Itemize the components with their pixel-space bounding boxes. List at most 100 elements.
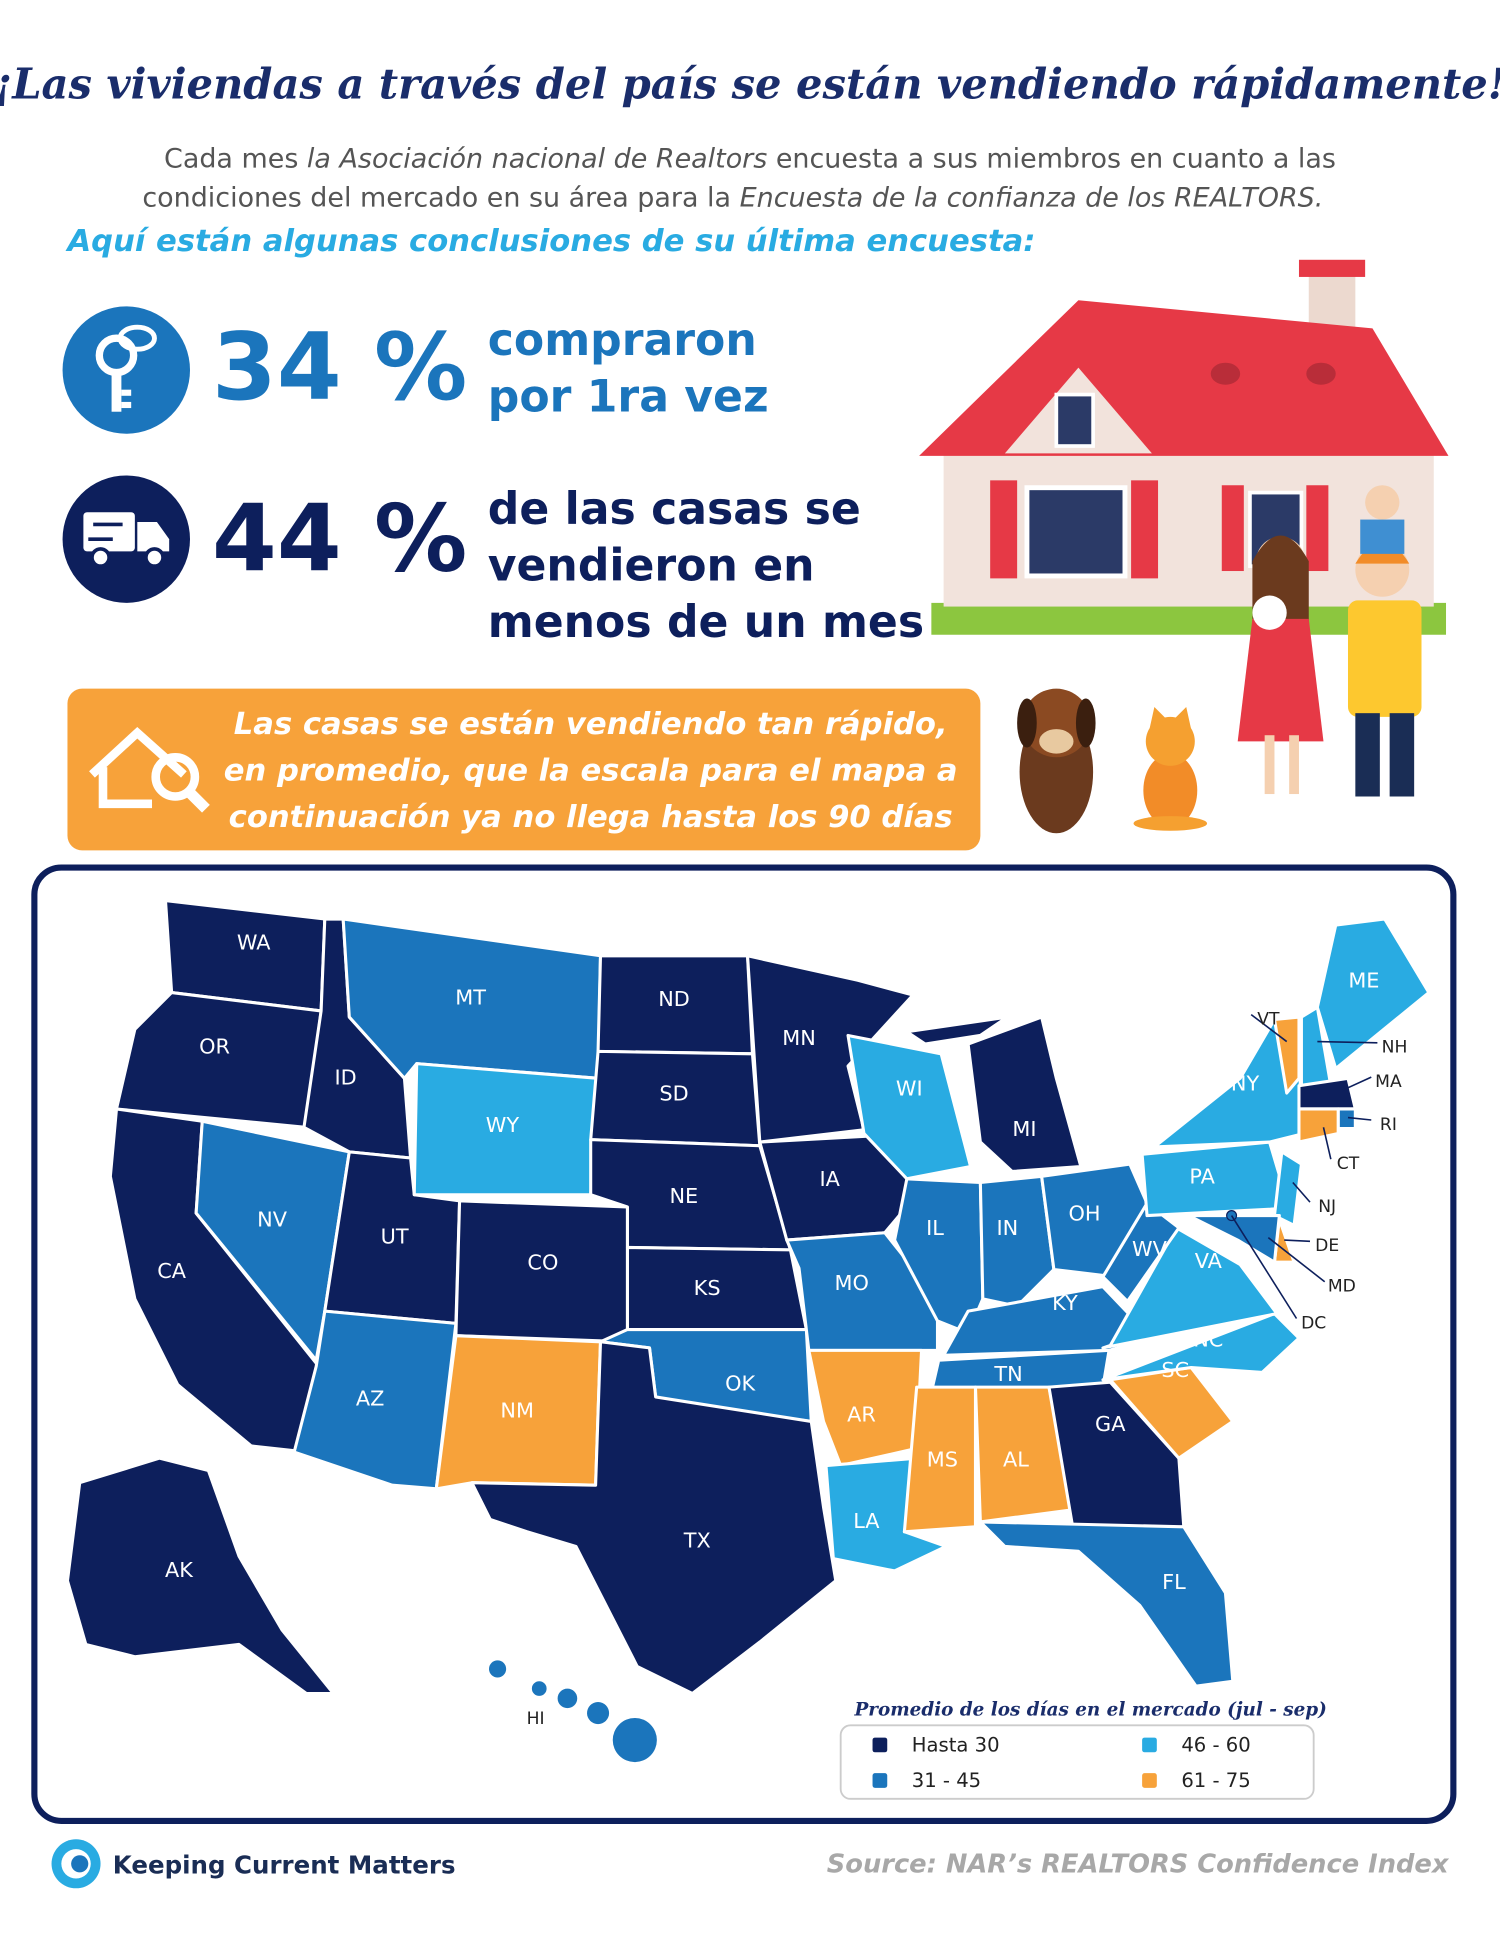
leader-line xyxy=(1347,1116,1372,1121)
state-label: OR xyxy=(199,1035,230,1059)
state xyxy=(942,1285,1154,1357)
state xyxy=(1297,1076,1357,1111)
state-label: DC xyxy=(1301,1313,1326,1333)
state-label: DE xyxy=(1315,1236,1339,1256)
state xyxy=(587,1702,610,1725)
state-label: NE xyxy=(669,1184,698,1208)
state xyxy=(1140,1140,1291,1218)
leader-line xyxy=(1292,1181,1311,1203)
intro-line: condiciones del mercado en su área para … xyxy=(142,182,1323,213)
legend-swatch xyxy=(1142,1737,1157,1753)
source: Source: NAR’s REALTORS Confidence Index xyxy=(827,1850,1450,1880)
state-label: NV xyxy=(257,1207,288,1231)
callout-line: en promedio, que la escala para el mapa … xyxy=(224,753,958,788)
state-label: VT xyxy=(1257,1010,1280,1030)
state-label: IN xyxy=(996,1216,1018,1240)
state-label: KY xyxy=(1052,1291,1078,1315)
state-label: WI xyxy=(896,1076,923,1100)
stat-text: por 1ra vez xyxy=(488,371,769,422)
state-label: IL xyxy=(926,1216,944,1240)
state-label: TN xyxy=(993,1362,1022,1386)
intro-line: Cada mes la Asociación nacional de Realt… xyxy=(164,143,1336,174)
legend-label: 31 - 45 xyxy=(912,1769,981,1792)
state xyxy=(470,1340,838,1696)
state-label: NM xyxy=(500,1399,534,1423)
leader-line xyxy=(1341,1076,1372,1092)
house-illustration xyxy=(919,259,1449,834)
callout-line: Las casas se están vendiendo tan rápido, xyxy=(234,707,948,742)
legend-label: 61 - 75 xyxy=(1181,1769,1250,1792)
logo xyxy=(51,1839,101,1889)
state-label: NY xyxy=(1231,1071,1260,1095)
legend-swatch xyxy=(872,1737,888,1753)
state xyxy=(978,1174,1056,1308)
legend-label: 46 - 60 xyxy=(1181,1734,1250,1757)
stat-text: compraron xyxy=(488,315,757,366)
state-label: AR xyxy=(847,1402,876,1426)
legend-swatch xyxy=(1142,1773,1157,1788)
leader-line xyxy=(1317,1040,1378,1044)
state xyxy=(114,991,323,1129)
leader-line xyxy=(1284,1239,1311,1243)
state xyxy=(1187,1214,1281,1264)
state-label: CO xyxy=(527,1250,558,1274)
legend-box xyxy=(839,1724,1315,1800)
state-label: MS xyxy=(927,1448,958,1472)
state-label: FL xyxy=(1162,1570,1186,1594)
state-label: PA xyxy=(1189,1165,1215,1189)
state-label: MO xyxy=(835,1271,869,1295)
stat-figure: 44 % xyxy=(212,485,467,593)
state xyxy=(65,1456,335,1696)
state xyxy=(557,1688,578,1709)
leader-line xyxy=(1267,1237,1326,1283)
state-label: NC xyxy=(1193,1328,1223,1352)
state-label: AK xyxy=(165,1558,194,1582)
state xyxy=(488,1660,507,1678)
brand: Keeping Current Matters xyxy=(113,1850,456,1879)
highlight: Aquí están algunas conclusiones de su úl… xyxy=(65,224,1035,259)
state-label: LA xyxy=(853,1509,880,1533)
state xyxy=(1101,1201,1181,1303)
state-label: CA xyxy=(157,1259,187,1283)
state xyxy=(1297,1107,1340,1144)
intro-segment: la Asociación nacional de Realtors xyxy=(307,143,767,174)
stat-figure: 34 % xyxy=(212,313,467,421)
leader-line xyxy=(1250,1013,1288,1043)
state-label: NH xyxy=(1382,1038,1408,1058)
legend-swatch xyxy=(872,1773,888,1788)
state-label: WY xyxy=(486,1113,520,1137)
state-label: UT xyxy=(381,1225,409,1249)
legend-title: Promedio de los días en el mercado (jul … xyxy=(853,1700,1326,1721)
state-label: KS xyxy=(694,1276,721,1300)
state-label: ID xyxy=(335,1065,357,1089)
state xyxy=(846,1033,973,1181)
stat-text: vendieron en xyxy=(488,541,815,592)
state xyxy=(905,1015,1083,1173)
leader-line xyxy=(1322,1127,1332,1160)
state-label: CT xyxy=(1337,1154,1360,1174)
state xyxy=(785,1231,940,1352)
legend-label: Hasta 30 xyxy=(912,1734,1000,1757)
state-label: TX xyxy=(683,1529,711,1553)
state-label: WA xyxy=(237,931,271,955)
state-label: GA xyxy=(1095,1412,1126,1436)
callout-text: Las casas se están vendiendo tan rápido,… xyxy=(224,707,958,835)
callout-line: continuación ya no llega hasta los 90 dí… xyxy=(229,800,953,835)
stat-text: de las casas se xyxy=(488,484,861,535)
state-label: MN xyxy=(782,1026,816,1050)
intro-segment: Cada mes xyxy=(164,143,307,174)
state-label: MI xyxy=(1012,1117,1036,1141)
state xyxy=(807,1348,924,1468)
state xyxy=(1315,917,1431,1071)
truck-icon xyxy=(62,475,191,603)
state-label: OH xyxy=(1068,1201,1100,1225)
state-label: SD xyxy=(659,1081,688,1105)
state-label: SC xyxy=(1161,1358,1189,1382)
state-label: WV xyxy=(1132,1237,1168,1261)
house-search-icon xyxy=(89,726,210,813)
intro-segment: encuesta a sus miembros en cuanto a las xyxy=(767,143,1336,174)
state xyxy=(978,1520,1235,1688)
stat-text: menos de un mes xyxy=(488,597,924,648)
state xyxy=(612,1717,657,1763)
